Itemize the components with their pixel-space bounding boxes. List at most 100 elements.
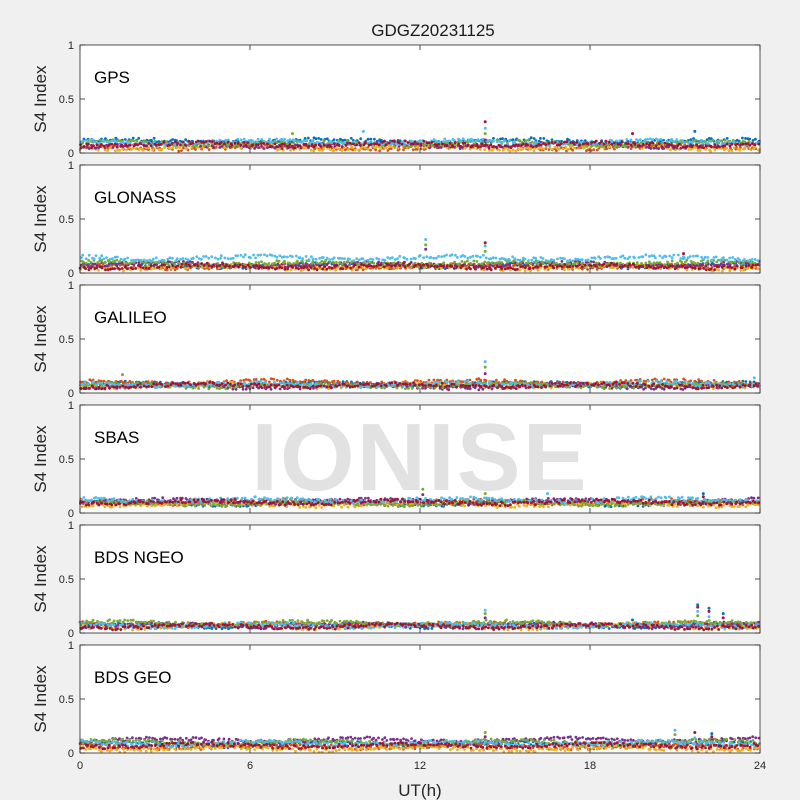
data-point (340, 262, 344, 266)
data-point (557, 147, 561, 151)
data-point (609, 261, 613, 265)
data-point (654, 267, 658, 270)
data-point (233, 263, 237, 266)
data-point (139, 142, 142, 145)
data-point (430, 140, 434, 144)
data-point (320, 380, 323, 383)
data-point (629, 138, 633, 142)
data-point (369, 260, 373, 264)
data-point (530, 258, 534, 262)
data-point (693, 262, 697, 265)
data-point (485, 267, 489, 271)
data-point (125, 261, 129, 265)
data-point (503, 267, 507, 271)
data-point (490, 387, 494, 391)
data-point (168, 256, 172, 260)
data-point (96, 261, 99, 264)
data-point (640, 146, 644, 150)
data-point (328, 258, 332, 261)
data-point (489, 139, 493, 143)
data-point (363, 146, 367, 150)
data-point (725, 137, 729, 140)
data-point (638, 144, 642, 148)
data-point (226, 257, 230, 260)
data-point (477, 264, 481, 268)
data-point (463, 260, 467, 264)
data-point (221, 262, 225, 266)
data-point (341, 267, 345, 271)
data-point (267, 262, 271, 265)
data-point (487, 261, 491, 264)
data-point (239, 146, 243, 150)
data-point (311, 257, 315, 261)
data-point (144, 266, 148, 270)
data-point (492, 139, 495, 143)
data-point (625, 387, 629, 391)
data-point (553, 145, 557, 149)
data-point (249, 263, 253, 267)
data-point (196, 145, 200, 149)
data-point (188, 264, 192, 268)
data-point (151, 148, 154, 152)
data-point (441, 142, 444, 146)
data-point (335, 261, 338, 264)
data-point (105, 140, 109, 144)
data-point (81, 253, 85, 257)
data-point (539, 266, 542, 270)
data-point (685, 266, 689, 269)
data-point (662, 377, 666, 381)
data-point (183, 267, 187, 271)
data-point (162, 259, 166, 262)
data-point (456, 137, 460, 141)
data-point (176, 264, 180, 268)
data-point (215, 141, 219, 145)
data-point (106, 149, 109, 153)
data-point (281, 145, 285, 148)
data-point (756, 267, 760, 271)
data-point (266, 142, 269, 146)
data-point (534, 144, 538, 148)
data-point (407, 145, 411, 149)
data-point (111, 257, 114, 261)
y-tick-label: 0 (68, 268, 74, 280)
data-point (553, 141, 557, 144)
data-point (225, 263, 229, 266)
data-point (195, 255, 199, 258)
data-point (654, 144, 658, 148)
data-point (196, 139, 200, 143)
data-point (732, 140, 736, 144)
data-point (224, 138, 228, 142)
data-point (366, 148, 370, 151)
data-point (638, 138, 642, 142)
data-point (726, 262, 729, 266)
data-point (600, 140, 603, 144)
data-point (306, 136, 310, 140)
data-point (359, 143, 362, 147)
data-point (246, 141, 249, 145)
data-point (154, 256, 158, 260)
data-point (482, 266, 486, 270)
data-point (337, 147, 341, 151)
data-point (259, 265, 262, 268)
data-point (372, 145, 376, 149)
data-point (696, 149, 700, 152)
data-point (293, 146, 297, 150)
data-point (283, 267, 287, 271)
data-point (204, 140, 208, 143)
data-point (139, 268, 143, 272)
data-point (116, 148, 119, 152)
data-point (717, 268, 720, 272)
data-point (442, 261, 446, 265)
data-point (589, 149, 593, 152)
data-point (641, 255, 645, 259)
data-point (341, 142, 345, 146)
data-point (280, 147, 284, 151)
data-point (259, 253, 263, 257)
data-point (632, 262, 635, 266)
data-point (494, 145, 498, 149)
data-point (513, 263, 517, 267)
data-point (342, 260, 346, 264)
data-point (491, 264, 495, 268)
data-point (657, 147, 660, 151)
